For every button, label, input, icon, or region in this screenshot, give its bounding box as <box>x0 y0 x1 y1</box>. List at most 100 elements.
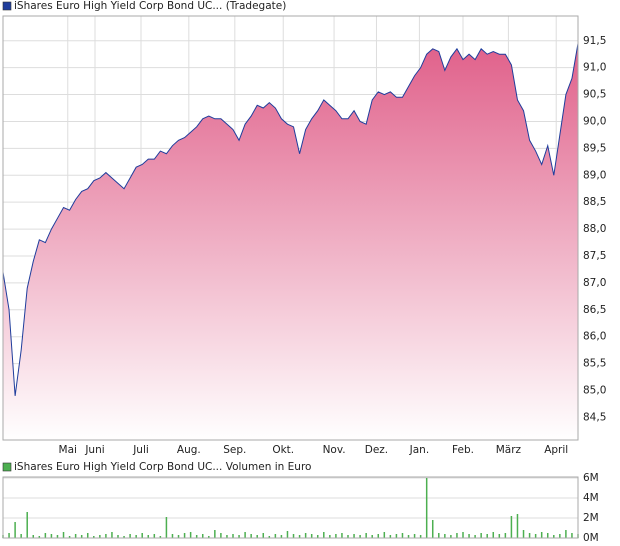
volume-bar <box>486 534 488 538</box>
volume-bar <box>298 535 301 538</box>
volume-bar <box>377 534 380 538</box>
plot-frame <box>2 15 579 441</box>
volume-bar <box>353 534 355 538</box>
volume-bar <box>444 534 446 538</box>
volume-bar <box>438 533 440 538</box>
x-tick-label: Aug. <box>177 444 201 456</box>
volume-bar <box>159 536 162 538</box>
volume-bar <box>135 535 137 538</box>
volume-bar <box>111 532 113 538</box>
volume-bar <box>56 535 59 538</box>
x-tick-label: Sep. <box>223 444 246 456</box>
volume-bar <box>571 533 573 538</box>
volume-bar <box>141 533 143 538</box>
y-tick-label: 87,0 <box>583 277 606 289</box>
volume-bar <box>256 535 258 538</box>
volume-bar <box>20 534 22 538</box>
y-tick-label: 88,0 <box>583 223 606 235</box>
volume-bar <box>26 512 28 538</box>
volume-bar <box>99 535 101 538</box>
volume-bar <box>462 532 464 538</box>
y-tick-label: 89,5 <box>583 142 606 154</box>
volume-bar <box>371 535 373 538</box>
legend-swatch <box>2 462 12 472</box>
x-tick-label: Juli <box>132 444 149 456</box>
volume-bar <box>347 535 349 538</box>
y-tick-label: 89,0 <box>583 169 606 181</box>
volume-bar <box>365 533 367 538</box>
volume-bar <box>316 535 319 538</box>
volume-bar <box>80 535 83 538</box>
volume-bar <box>129 534 131 538</box>
volume-bar <box>117 535 119 538</box>
volume-bar <box>50 534 53 538</box>
volume-bar <box>456 533 458 538</box>
volume-bar <box>546 533 549 538</box>
volume-bar <box>522 530 525 538</box>
y-tick-label: 87,5 <box>583 250 606 262</box>
volume-bar <box>177 535 180 538</box>
volume-bar <box>68 536 71 538</box>
volume-bar <box>201 534 204 538</box>
volume-bar <box>504 533 507 538</box>
x-tick-label: Okt. <box>272 444 294 456</box>
volume-bar <box>250 534 252 538</box>
volume-bar <box>304 533 307 538</box>
volume-bar <box>395 534 398 538</box>
y-tick-label: 6M <box>583 472 599 484</box>
volume-bar <box>183 533 186 538</box>
volume-bar <box>93 536 95 538</box>
x-tick-label: März <box>496 444 522 456</box>
y-tick-label: 84,5 <box>583 411 606 423</box>
x-tick-label: Mai <box>59 444 77 456</box>
volume-bar <box>498 534 501 538</box>
volume-bar <box>565 530 567 538</box>
y-tick-label: 85,0 <box>583 384 606 396</box>
volume-bar <box>105 534 107 538</box>
volume-bar <box>123 536 125 538</box>
volume-bar <box>38 536 41 538</box>
volume-bar <box>208 536 210 538</box>
volume-bar <box>359 535 361 538</box>
legend-label: iShares Euro High Yield Corp Bond UC... … <box>14 0 286 12</box>
volume-bar <box>268 536 271 538</box>
volume-bar <box>450 535 452 538</box>
volume-bar <box>553 535 555 538</box>
volume-bar <box>341 533 343 538</box>
x-tick-label: Feb. <box>452 444 474 456</box>
volume-bar <box>389 535 392 538</box>
y-tick-label: 90,0 <box>583 115 606 127</box>
volume-bar <box>147 535 150 538</box>
x-tick-label: Jan. <box>409 444 430 456</box>
volume-bar <box>153 534 156 538</box>
volume-bar <box>516 514 519 538</box>
volume-bar <box>492 532 495 538</box>
volume-bar <box>44 533 47 538</box>
volume-bar <box>323 532 325 538</box>
volume-bar <box>474 535 476 538</box>
y-tick-label: 85,5 <box>583 358 606 370</box>
volume-bar <box>480 533 482 538</box>
volume-bar <box>425 478 428 538</box>
y-tick-label: 4M <box>583 492 599 504</box>
volume-bar <box>74 534 77 538</box>
volume-bar <box>274 534 277 538</box>
volume-bar <box>14 522 16 538</box>
volume-bar <box>413 534 416 538</box>
volume-bar <box>238 535 240 538</box>
volume-bar <box>559 534 561 538</box>
price-line <box>2 43 579 396</box>
volume-bar <box>171 534 174 538</box>
x-tick-label: Nov. <box>323 444 346 456</box>
volume-bar <box>189 532 192 538</box>
legend-label: iShares Euro High Yield Corp Bond UC... … <box>14 461 311 473</box>
volume-bar <box>280 535 283 538</box>
volume-bar <box>195 535 198 538</box>
y-tick-label: 2M <box>583 512 599 524</box>
y-tick-label: 91,5 <box>583 35 606 47</box>
plot-frame <box>2 476 579 539</box>
volume-bar <box>232 534 234 538</box>
volume-bar <box>383 532 386 538</box>
volume-bar <box>419 535 422 538</box>
